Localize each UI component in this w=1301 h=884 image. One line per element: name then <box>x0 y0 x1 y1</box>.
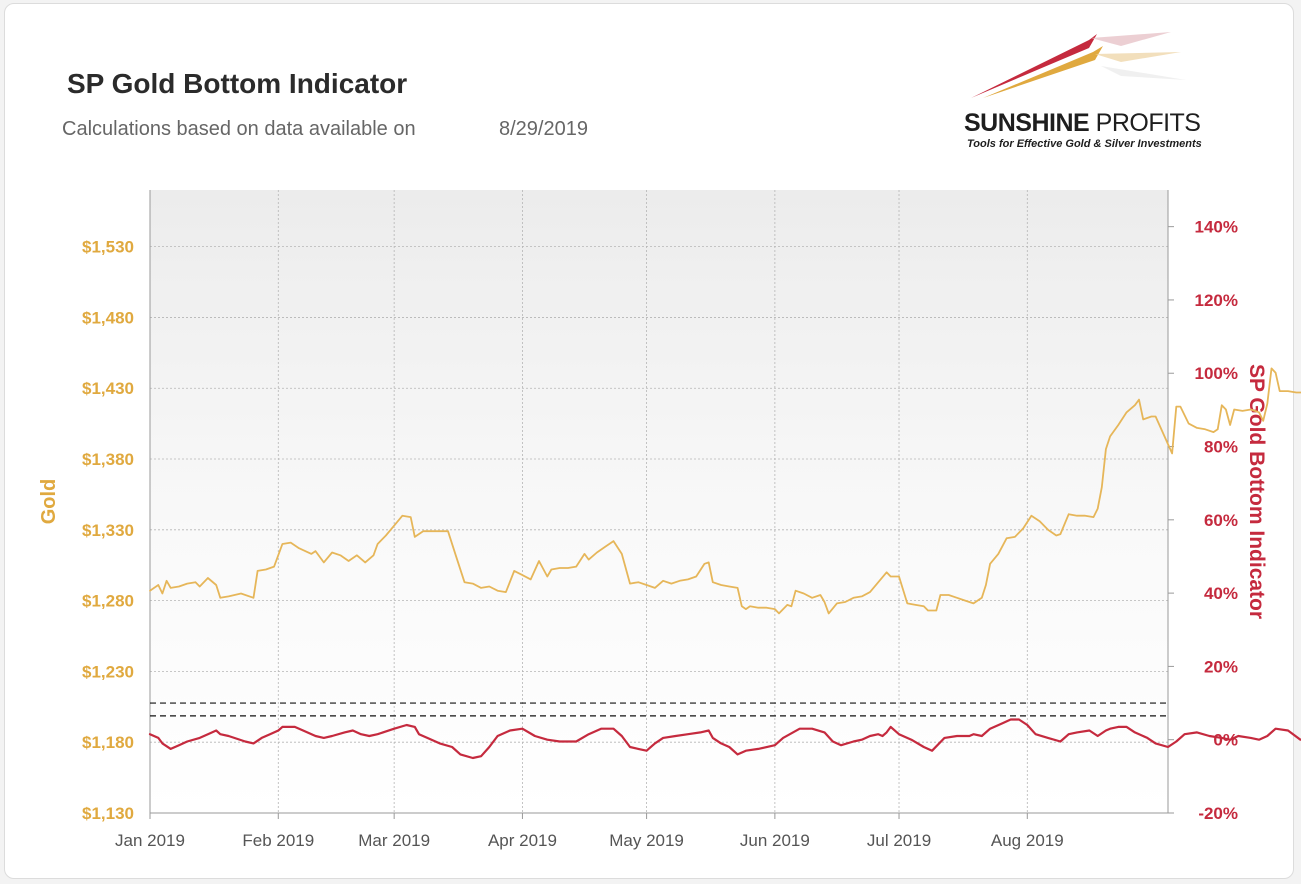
sunshine-profits-logo-icon <box>971 32 1186 98</box>
right-tick-label: 20% <box>1204 657 1238 676</box>
left-tick-label: $1,530 <box>82 238 134 257</box>
indicator-line <box>148 718 1301 760</box>
logo-tagline: Tools for Effective Gold & Silver Invest… <box>967 138 1202 150</box>
chart-title: SP Gold Bottom Indicator <box>67 68 408 99</box>
left-tick-label: $1,330 <box>82 521 134 540</box>
logo-name: SUNSHINE PROFITS <box>964 109 1201 138</box>
data-date: 8/29/2019 <box>499 118 588 140</box>
left-tick-label: $1,430 <box>82 379 134 398</box>
gold-price-line <box>149 367 1301 615</box>
left-axis-title: Gold <box>38 479 60 525</box>
logo-name-bold: SUNSHINE <box>964 109 1090 137</box>
x-tick-label: Feb 2019 <box>242 831 314 850</box>
logo-name-light: PROFITS <box>1095 109 1201 137</box>
right-tick-label: 0% <box>1213 731 1238 750</box>
left-tick-label: $1,130 <box>82 804 134 823</box>
plot-background <box>150 190 1168 813</box>
x-tick-label: Jun 2019 <box>740 831 810 850</box>
left-tick-label: $1,180 <box>82 733 134 752</box>
x-tick-label: Jan 2019 <box>115 831 185 850</box>
right-tick-label: 60% <box>1204 511 1238 530</box>
x-tick-label: Mar 2019 <box>358 831 430 850</box>
x-tick-label: Jul 2019 <box>867 831 931 850</box>
right-tick-label: 100% <box>1195 364 1238 383</box>
right-tick-label: 120% <box>1195 291 1238 310</box>
x-tick-label: May 2019 <box>609 831 684 850</box>
right-axis-title: SP Gold Bottom Indicator <box>1245 364 1268 619</box>
chart-subtitle: Calculations based on data available on <box>62 118 416 140</box>
x-tick-label: Apr 2019 <box>488 831 557 850</box>
right-tick-label: 80% <box>1204 438 1238 457</box>
left-tick-label: $1,480 <box>82 308 134 327</box>
right-tick-label: 140% <box>1195 218 1238 237</box>
left-tick-label: $1,280 <box>82 592 134 611</box>
left-tick-label: $1,230 <box>82 662 134 681</box>
x-tick-label: Aug 2019 <box>991 831 1064 850</box>
left-tick-label: $1,380 <box>82 450 134 469</box>
right-tick-label: -20% <box>1198 804 1238 823</box>
right-tick-label: 40% <box>1204 584 1238 603</box>
